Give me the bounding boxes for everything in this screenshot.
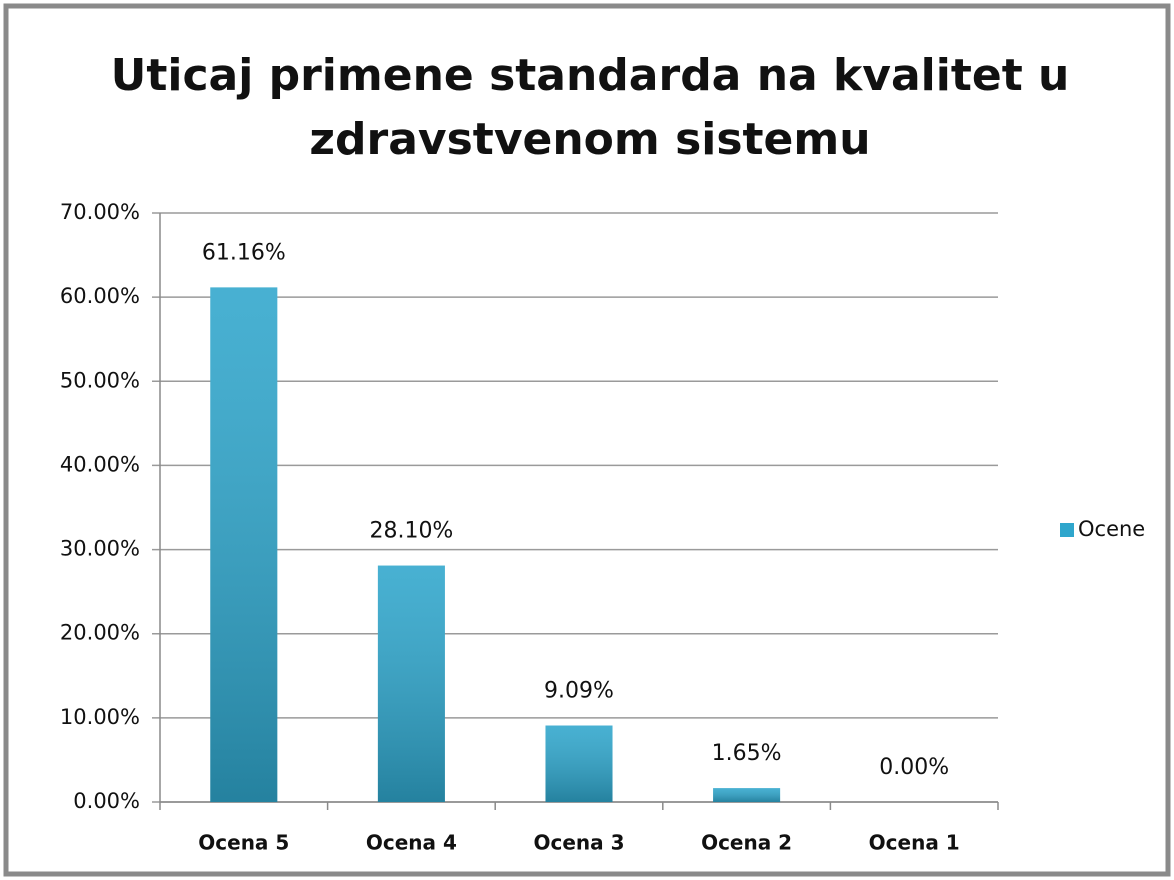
value-label: 1.65% <box>712 741 782 766</box>
x-tick-label: Ocena 3 <box>533 831 624 855</box>
chart-title: Uticaj primene standarda na kvalitet u <box>111 50 1070 101</box>
y-tick-label: 0.00% <box>73 789 140 813</box>
x-tick-label: Ocena 4 <box>366 831 457 855</box>
bar-shade <box>713 788 781 802</box>
x-tick-label: Ocena 2 <box>701 831 792 855</box>
bar-shade <box>210 287 278 802</box>
y-tick-label: 50.00% <box>60 368 140 392</box>
y-tick-label: 60.00% <box>60 284 140 308</box>
value-label: 28.10% <box>369 519 453 544</box>
y-tick-label: 20.00% <box>60 621 140 645</box>
value-label: 61.16% <box>202 240 286 265</box>
y-tick-label: 70.00% <box>60 200 140 224</box>
x-tick-label: Ocena 1 <box>869 831 960 855</box>
value-label: 9.09% <box>544 679 614 704</box>
bar-shade <box>545 725 613 802</box>
x-tick-label: Ocena 5 <box>198 831 289 855</box>
bar-shade <box>377 565 445 802</box>
legend-swatch <box>1060 523 1074 537</box>
chart-title: zdravstvenom sistemu <box>309 114 870 165</box>
value-label: 0.00% <box>879 755 949 780</box>
y-tick-label: 30.00% <box>60 537 140 561</box>
legend-label: Ocene <box>1078 517 1145 541</box>
y-tick-label: 40.00% <box>60 452 140 476</box>
y-tick-label: 10.00% <box>60 705 140 729</box>
